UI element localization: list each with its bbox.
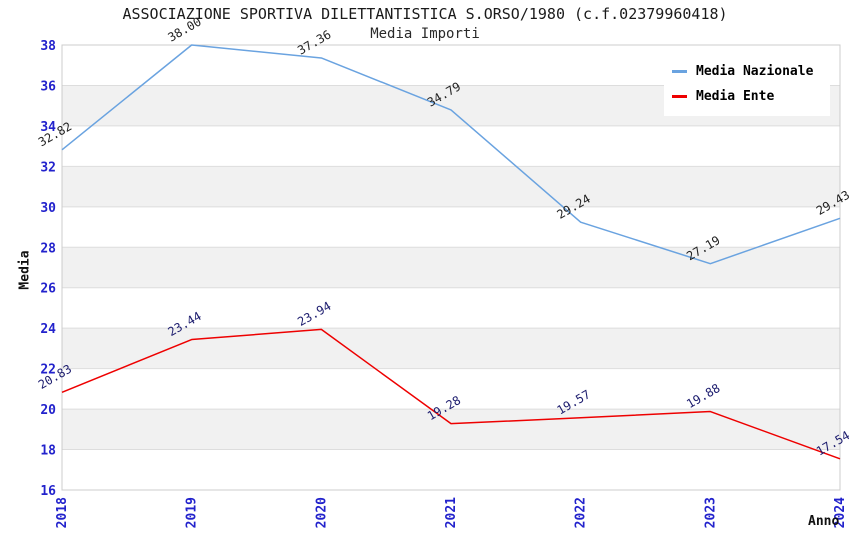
- y-tick-label: 38: [40, 39, 56, 54]
- y-tick-label: 18: [40, 444, 56, 459]
- y-tick-label: 20: [40, 403, 56, 418]
- point-label: 23.94: [295, 299, 333, 329]
- legend-swatch-media-ente: [672, 95, 687, 98]
- legend-swatch-media-nazionale: [672, 70, 687, 73]
- y-axis-title: Media: [17, 250, 33, 290]
- point-label: 37.36: [295, 27, 333, 57]
- y-tick-label: 30: [40, 201, 56, 216]
- series-line-media-ente: [61, 328, 841, 460]
- legend-label-media-nazionale: Media Nazionale: [696, 64, 814, 79]
- plot-border: [61, 44, 841, 491]
- y-tick-label: 34: [40, 120, 56, 135]
- y-tick-label: 28: [40, 241, 56, 256]
- legend-label-media-ente: Media Ente: [696, 89, 775, 104]
- grid-band: [62, 247, 840, 288]
- x-tick-label: 2021: [444, 497, 459, 528]
- y-tick-label: 36: [40, 79, 56, 94]
- grid-band: [62, 328, 840, 369]
- chart-title: ASSOCIAZIONE SPORTIVA DILETTANTISTICA S.…: [122, 5, 728, 23]
- point-label: 38.00: [166, 14, 204, 44]
- x-tick-label: 2024: [833, 497, 848, 528]
- y-tick-label: 26: [40, 282, 56, 297]
- y-tick-label: 22: [40, 363, 56, 378]
- x-tick-label: 2019: [185, 497, 200, 528]
- x-tick-label: 2022: [574, 497, 589, 528]
- grid-band: [62, 409, 840, 450]
- legend: Media Nazionale Media Ente: [664, 54, 830, 116]
- grid-band: [62, 166, 840, 207]
- legend-item-media-nazionale: Media Nazionale: [672, 59, 820, 84]
- y-tick-label: 24: [40, 322, 56, 337]
- point-label: 19.88: [684, 381, 722, 411]
- y-tick-label: 16: [40, 484, 56, 499]
- x-axis-title: Anno: [808, 514, 840, 529]
- y-tick-label: 32: [40, 160, 56, 175]
- chart-subtitle: Media Importi: [370, 26, 480, 42]
- series-line-media-nazionale: [61, 44, 841, 265]
- x-tick-label: 2020: [314, 497, 329, 528]
- x-tick-label: 2023: [703, 497, 718, 528]
- legend-item-media-ente: Media Ente: [672, 84, 820, 109]
- x-tick-label: 2018: [55, 497, 70, 528]
